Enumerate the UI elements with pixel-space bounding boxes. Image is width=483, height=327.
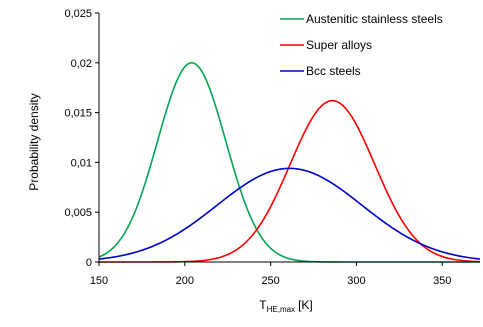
x-axis-label-sub: HE,max: [267, 305, 295, 314]
legend-label-3: Bcc steels: [306, 64, 361, 78]
x-tick-label: 350: [433, 275, 451, 287]
axes: 0 0,005 0,01 0,015 0,02 0,025 150 200 250 300 350: [64, 8, 480, 287]
plot-area: [98, 61, 481, 263]
y-axis-label: Probability density: [27, 93, 41, 190]
y-tick-label: 0,015: [64, 108, 92, 120]
y-tick-label: 0,025: [64, 8, 92, 20]
series-line-3: [98, 167, 481, 260]
y-tick-label: 0,01: [71, 157, 92, 169]
x-tick-label: 300: [347, 275, 365, 287]
x-axis-label-main: T: [259, 298, 267, 312]
legend-label-2: Super alloys: [306, 38, 372, 52]
series-line-2: [99, 99, 481, 263]
legend-label-1: Austenitic stainless steels: [306, 12, 443, 26]
y-tick-label: 0: [86, 257, 92, 269]
y-tick-label: 0,005: [64, 207, 92, 219]
legend: Austenitic stainless steels Super alloys B…: [280, 12, 443, 78]
x-tick-label: 200: [176, 275, 194, 287]
series-line-1: [98, 61, 480, 263]
x-axis-label-unit: [K]: [298, 298, 313, 312]
y-tick-label: 0,02: [71, 58, 92, 70]
x-tick-label: 250: [261, 275, 279, 287]
x-tick-label: 150: [90, 275, 108, 287]
x-axis-label: THE,max [K]: [259, 298, 312, 314]
